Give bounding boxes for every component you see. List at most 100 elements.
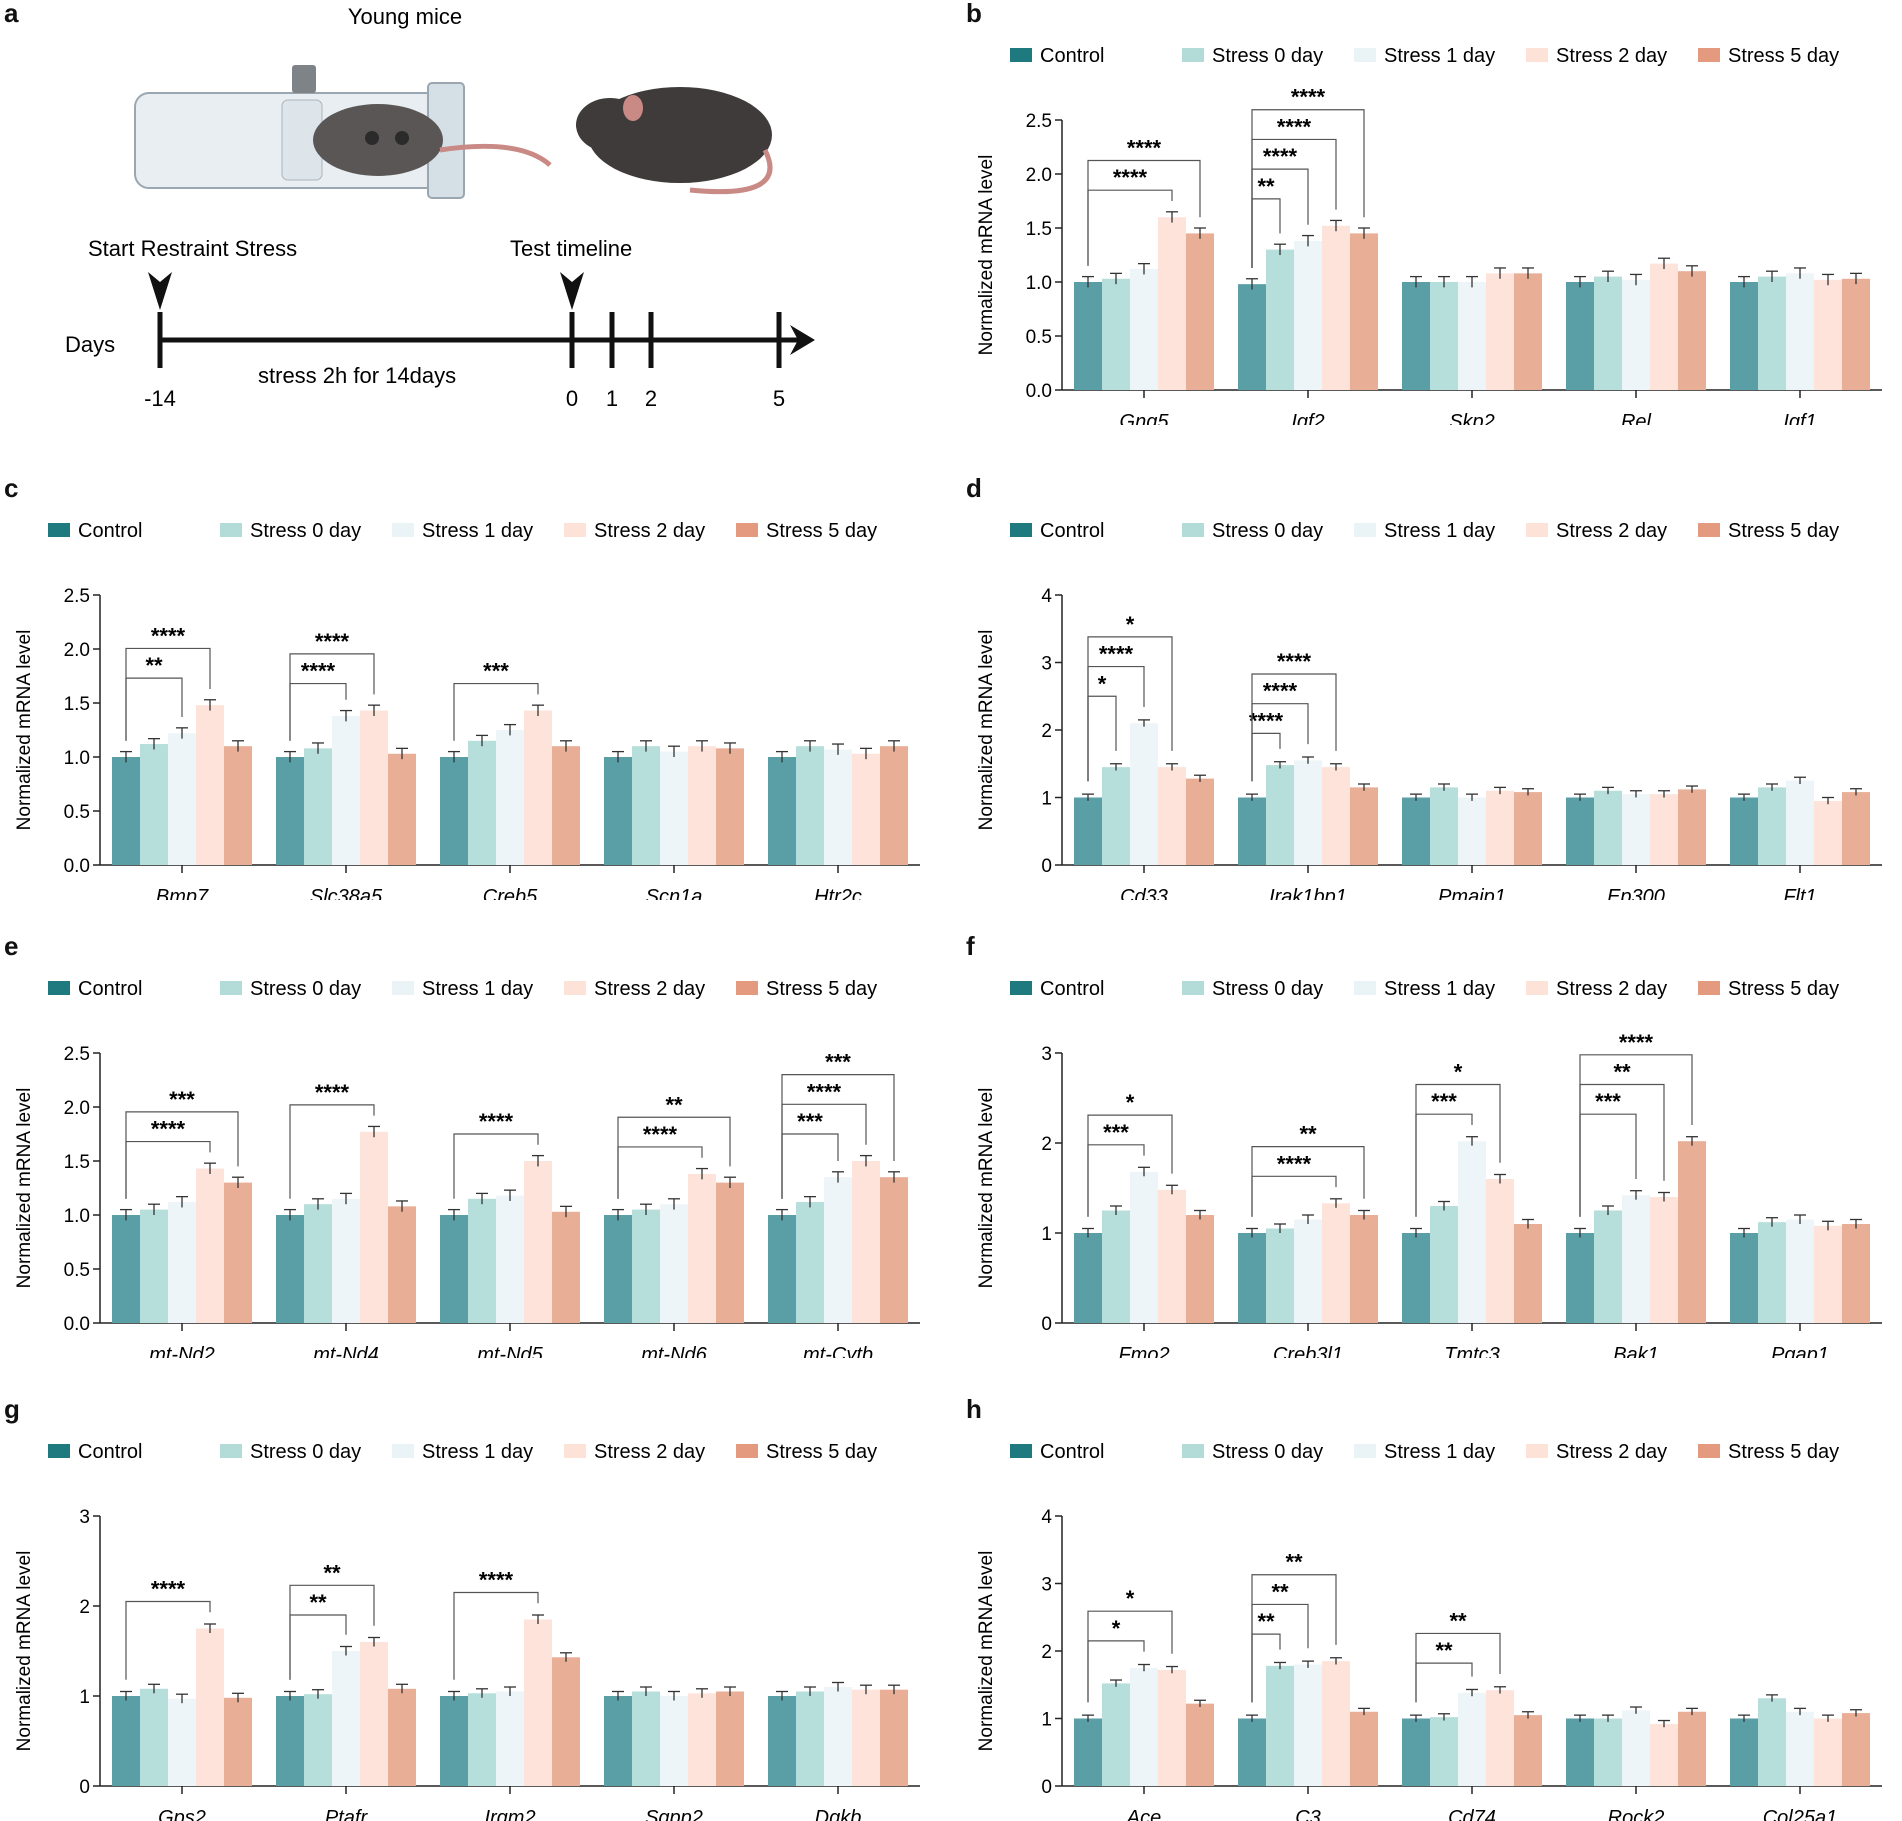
x-tick-label: Igf1 [1783,411,1816,425]
significance-bracket [453,682,539,741]
bar [1814,800,1842,865]
y-tick-label: 2 [1041,1642,1052,1663]
legend-swatch [220,981,242,995]
y-tick-label: 2.5 [1026,111,1052,132]
y-tick-label: 2.0 [64,640,90,661]
x-tick-label: Skp2 [1449,411,1495,425]
legend-label: Stress 0 day [250,1441,361,1463]
legend-label: Stress 1 day [1384,45,1495,67]
significance-label: **** [151,1577,186,1602]
legend-label: Stress 5 day [1728,520,1839,542]
x-tick-label: Tmtc3 [1444,1344,1500,1358]
legend-swatch [1010,48,1032,62]
bar [196,1168,224,1323]
bar [1758,1222,1786,1323]
bar [1130,1667,1158,1786]
significance-bracket [125,1111,239,1199]
panel-e-chart: e Control Stress 0 day Stress 1 day Stress 2… [0,931,940,1358]
significance-label: ** [1299,1122,1317,1147]
significance-label: ** [1285,1550,1303,1575]
significance-bracket [1251,109,1365,268]
bar [1158,1189,1186,1323]
bar [1294,1219,1322,1323]
bar [824,1177,852,1323]
significance-bracket [125,1600,211,1680]
legend-label: Control [78,1441,142,1463]
panel-letter: e [4,931,19,961]
bar [112,757,140,865]
y-tick-label: 4 [1041,1507,1052,1528]
x-tick-label: Irgm2 [484,1807,535,1821]
y-axis-label: Normalized mRNA level [976,630,997,831]
bar [852,1161,880,1323]
bar [496,1691,524,1786]
legend-swatch [564,1444,586,1458]
significance-label: *** [1595,1089,1621,1114]
y-tick-label: 0.0 [64,856,90,877]
y-tick-label: 0.5 [64,1260,90,1281]
legend-label: Control [1040,520,1104,542]
y-tick-label: 0.0 [64,1314,90,1335]
legend-label: Stress 1 day [422,978,533,1000]
significance-label: **** [151,623,186,648]
significance-label: **** [807,1079,842,1104]
bar [552,746,580,865]
timeline: Start Restraint Stress Test timeline Day… [65,236,815,411]
timeline-tick-label: 0 [566,386,578,411]
y-tick-label: 1 [1041,789,1052,810]
bar [688,1693,716,1786]
bar [1622,794,1650,865]
bar [1730,1233,1758,1323]
y-tick-label: 2.5 [64,586,90,607]
bar [824,749,852,865]
bar [632,1209,660,1323]
bar [660,751,688,865]
legend-label: Stress 0 day [250,520,361,542]
bar [388,753,416,865]
bar [1322,225,1350,390]
bar [276,1215,304,1323]
bar [1730,282,1758,390]
timeline-tick-label: -14 [144,386,176,411]
legend-label: Stress 2 day [1556,45,1667,67]
x-tick-label: Ptafr [325,1807,369,1821]
legend-swatch [1010,981,1032,995]
bar [1130,269,1158,390]
bar [140,744,168,865]
y-tick-label: 0 [79,1777,90,1798]
bar [688,746,716,865]
legend-label: Stress 5 day [1728,1441,1839,1463]
bar [1074,1233,1102,1323]
legend-swatch [564,523,586,537]
duration-label: stress 2h for 14days [258,363,456,388]
x-tick-label: Cd74 [1448,1807,1496,1821]
legend-label: Control [1040,1441,1104,1463]
bar [824,1687,852,1786]
significance-bracket [289,1584,375,1680]
y-tick-label: 2.0 [1026,165,1052,186]
bar [276,1696,304,1786]
bar [1402,282,1430,390]
x-tick-label: Cd33 [1120,886,1168,900]
bar [140,1688,168,1786]
bar [1842,278,1870,390]
significance-bracket [125,677,183,741]
significance-bracket [1415,1083,1501,1217]
y-tick-label: 3 [79,1507,90,1528]
legend-label: Stress 1 day [422,520,533,542]
bar [360,1131,388,1323]
significance-label: ** [1257,1609,1275,1634]
bar [196,705,224,865]
bar [1594,1210,1622,1323]
bar [1158,1669,1186,1786]
bar [224,746,252,865]
bar [1238,1233,1266,1323]
bar [552,1657,580,1786]
bar [1842,792,1870,865]
legend-label: Stress 5 day [766,1441,877,1463]
y-tick-label: 2 [1041,1134,1052,1155]
bar [716,1182,744,1323]
panel-h-chart: h Control Stress 0 day Stress 1 day Stress 2… [962,1394,1902,1821]
significance-bracket [125,647,211,741]
bar [468,1693,496,1786]
